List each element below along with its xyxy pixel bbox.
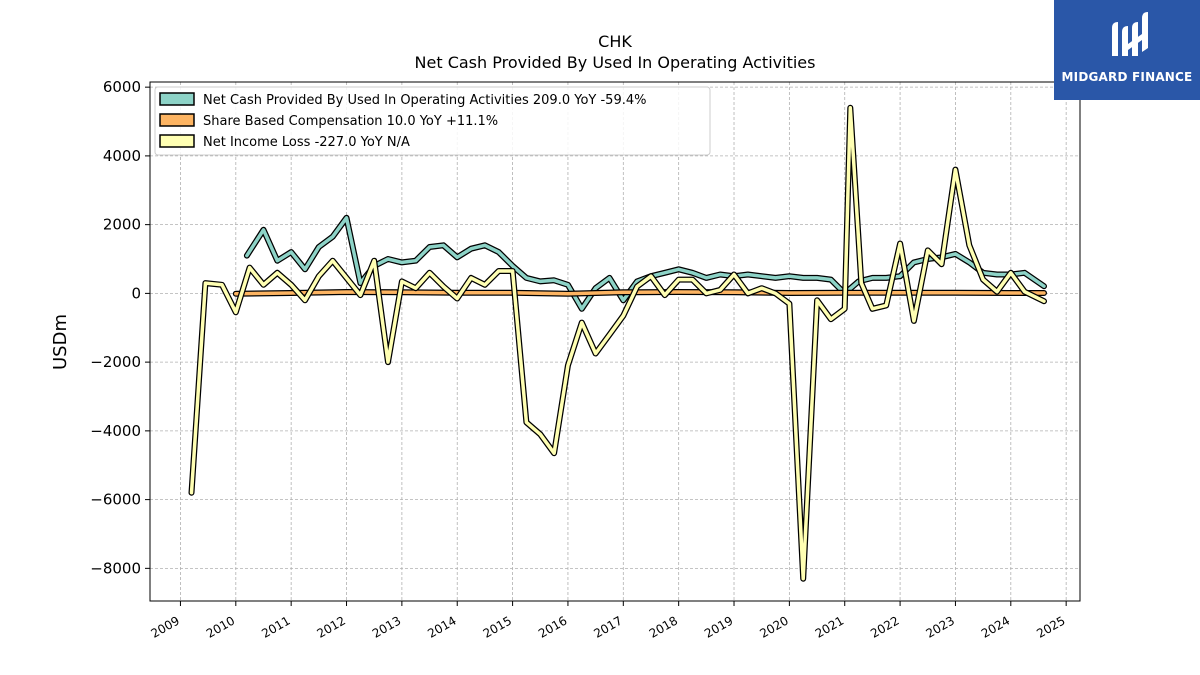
y-tick-label: 0 [131,284,141,302]
x-tick-label: 2009 [148,613,181,640]
x-tick-label: 2015 [481,613,514,640]
legend-label-net-income: Net Income Loss -227.0 YoY N/A [203,135,410,150]
x-tick-label: 2019 [702,613,735,640]
x-tick-label: 2016 [536,613,569,640]
y-tick-label: −2000 [90,353,141,371]
x-tick-label: 2011 [259,613,292,640]
y-tick-label: −6000 [90,491,141,509]
y-tick-label: −4000 [90,422,141,440]
x-tick-label: 2020 [757,613,790,640]
legend-entry: Share Based Compensation 10.0 YoY +11.1% [159,113,498,129]
x-tick-label: 2012 [315,613,348,640]
x-tick-label: 2010 [204,613,237,640]
x-tick-label: 2014 [425,613,458,640]
series-layer [188,104,1047,582]
y-tick-label: 4000 [103,147,141,165]
legend-swatch-net-income [159,134,195,148]
y-tick-label: 2000 [103,216,141,234]
chart-subtitle: Net Cash Provided By Used In Operating A… [415,53,816,72]
series-stroke [189,106,1046,581]
x-tick-label: 2025 [1034,613,1067,640]
y-axis-label: USDm [50,314,71,370]
series-outline [188,104,1047,582]
x-tick-label: 2022 [868,613,901,640]
brand-logo: MIDGARD FINANCE [1054,0,1200,100]
legend-swatch-share-based-compensation [159,113,195,127]
x-axis: 2009 2010 2011 2012 2013 2014 2015 2016 2017 2018… [148,601,1068,641]
x-tick-label: 2024 [979,613,1012,640]
series-line [232,289,1047,297]
x-tick-label: 2023 [923,613,956,640]
series-line [188,104,1047,582]
chart-title: CHK [598,32,632,51]
plot-frame [149,81,1081,602]
brand-name: MIDGARD FINANCE [1061,70,1193,84]
x-tick-label: 2018 [647,613,680,640]
legend: Net Cash Provided By Used In Operating A… [154,86,711,156]
legend-entry: Net Income Loss -227.0 YoY N/A [159,134,410,150]
legend-label-operating-cash: Net Cash Provided By Used In Operating A… [203,93,646,108]
grid [150,82,1080,601]
x-tick-label: 2021 [813,613,846,640]
midgard-logo-icon [1112,12,1148,56]
legend-label-share-based-compensation: Share Based Compensation 10.0 YoY +11.1% [203,114,498,129]
y-tick-label: −8000 [90,559,141,577]
y-axis: 6000 4000 2000 0 −2000 −4000 −6000 −8000 [90,78,150,577]
legend-box [154,86,711,156]
legend-swatch-operating-cash [159,92,195,106]
x-tick-label: 2017 [591,613,624,640]
x-tick-label: 2013 [370,613,403,640]
legend-entry: Net Cash Provided By Used In Operating A… [159,92,646,108]
series-stroke [234,290,1046,296]
y-tick-label: 6000 [103,78,141,96]
